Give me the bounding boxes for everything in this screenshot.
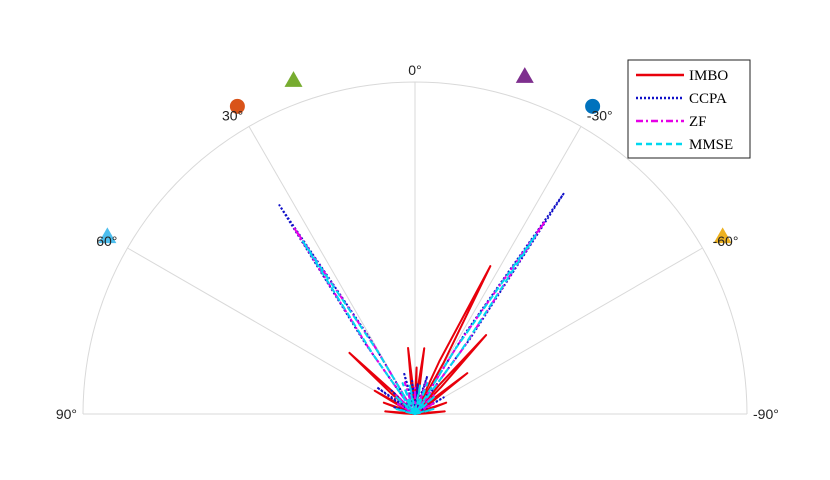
- beam-lobe: [414, 234, 537, 415]
- target-marker-triangle: [713, 227, 732, 244]
- radial-gridline: [127, 247, 416, 415]
- beam-lobe: [414, 381, 428, 415]
- beam-lobe: [414, 396, 445, 415]
- beam-lobe: [414, 410, 446, 415]
- target-marker-triangle: [515, 67, 534, 83]
- angle-tick-label: -90°: [753, 406, 779, 422]
- radial-gridline: [414, 247, 703, 415]
- beam-lobe: [414, 265, 492, 415]
- series-layer: [278, 192, 565, 415]
- legend-entry: ZF: [636, 114, 707, 130]
- legend-label: CCPA: [689, 91, 727, 107]
- target-marker-circle: [585, 98, 601, 114]
- beam-lobe: [414, 334, 488, 415]
- target-marker-circle: [229, 98, 245, 114]
- beam-lobe: [414, 382, 429, 415]
- angle-tick-label: 60°: [96, 233, 117, 249]
- beam-lobe: [414, 407, 436, 415]
- legend-label: IMBO: [689, 68, 728, 84]
- angle-tick-label: -60°: [713, 233, 739, 249]
- beam-lobe: [411, 379, 416, 415]
- angle-tick-label: 90°: [56, 406, 77, 422]
- beam-lobe: [403, 381, 416, 415]
- beam-lobe: [414, 383, 422, 415]
- series-mmse: [301, 234, 537, 415]
- angle-tick-label: -30°: [587, 107, 613, 123]
- legend-label: ZF: [689, 114, 707, 130]
- beam-lobe: [401, 382, 416, 415]
- beam-lobe: [394, 407, 416, 415]
- beam-lobe: [301, 240, 416, 415]
- angle-tick-labels: 90° 60° 30° 0° -30° -60° -90°: [56, 62, 779, 422]
- series-ccpa: [278, 192, 565, 415]
- beam-lobe: [408, 383, 416, 415]
- legend: IMBO CCPA ZF MMSE: [627, 59, 751, 159]
- legend-box: [627, 59, 751, 159]
- angle-tick-label: 30°: [222, 107, 243, 123]
- legend-entry: CCPA: [636, 91, 727, 107]
- beam-lobe: [414, 220, 546, 415]
- beam-lobe: [414, 375, 429, 415]
- beam-lobe: [414, 394, 435, 415]
- legend-entry: IMBO: [636, 68, 728, 84]
- target-markers: [98, 67, 732, 244]
- angle-tick-label: 0°: [408, 62, 421, 78]
- target-marker-triangle: [98, 227, 117, 244]
- legend-entry: MMSE: [636, 137, 733, 153]
- beam-lobe: [390, 389, 416, 415]
- legend-label: MMSE: [689, 137, 733, 153]
- target-marker-triangle: [284, 71, 303, 87]
